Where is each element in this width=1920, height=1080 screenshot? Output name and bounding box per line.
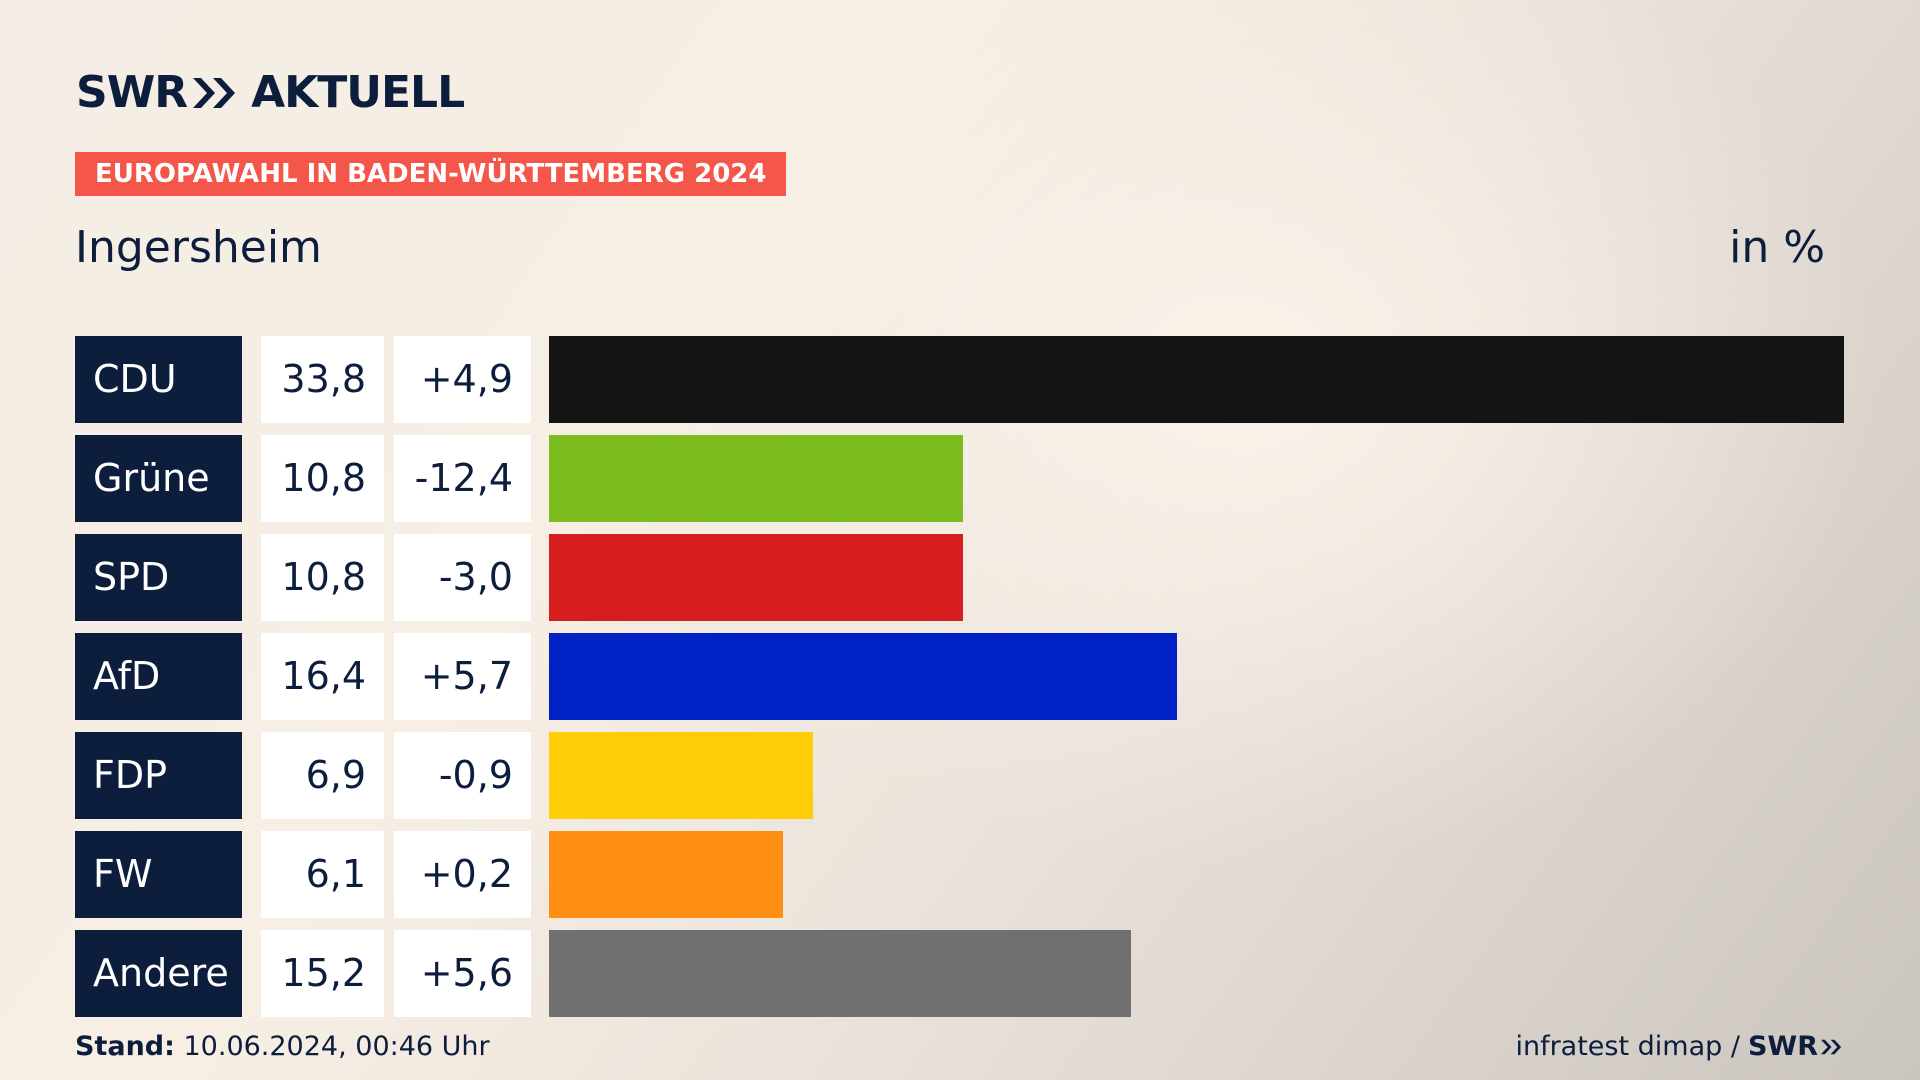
result-bar [549, 732, 813, 819]
election-banner: EUROPAWAHL IN BADEN-WÜRTTEMBERG 2024 [75, 152, 787, 196]
result-bar [549, 435, 963, 522]
source-text: infratest dimap / [1515, 1031, 1740, 1062]
vote-share-value: 16,4 [261, 633, 384, 720]
party-label: CDU [75, 336, 242, 423]
stand-label: Stand: [75, 1031, 175, 1062]
result-bar [549, 831, 783, 918]
result-bar [549, 633, 1177, 720]
logo-swr-text: SWR [76, 67, 188, 118]
vote-share-value: 6,1 [261, 831, 384, 918]
vote-share-value: 10,8 [261, 435, 384, 522]
party-label: FDP [75, 732, 242, 819]
party-label: AfD [75, 633, 242, 720]
party-label: Andere [75, 930, 242, 1017]
result-bar [549, 336, 1844, 423]
vote-change-value: -12,4 [394, 435, 531, 522]
source-brand: SWR [1747, 1031, 1818, 1062]
vote-share-value: 33,8 [261, 336, 384, 423]
double-chevron-icon [193, 78, 236, 108]
result-bar [549, 534, 963, 621]
vote-change-value: -0,9 [394, 732, 531, 819]
vote-change-value: -3,0 [394, 534, 531, 621]
party-label: SPD [75, 534, 242, 621]
stand-value: 10.06.2024, 00:46 Uhr [174, 1031, 490, 1062]
vote-share-value: 10,8 [261, 534, 384, 621]
region-title: Ingersheim [75, 222, 322, 273]
vote-change-value: +5,7 [394, 633, 531, 720]
party-label: FW [75, 831, 242, 918]
party-label: Grüne [75, 435, 242, 522]
result-bar [549, 930, 1131, 1017]
vote-share-value: 6,9 [261, 732, 384, 819]
vote-share-value: 15,2 [261, 930, 384, 1017]
unit-label: in % [1729, 222, 1825, 273]
vote-change-value: +5,6 [394, 930, 531, 1017]
vote-change-value: +4,9 [394, 336, 531, 423]
double-chevron-icon [1820, 1039, 1842, 1055]
vote-change-value: +0,2 [394, 831, 531, 918]
logo-aktuell-text: AKTUELL [251, 67, 465, 118]
timestamp: Stand: 10.06.2024, 00:46 Uhr [75, 1030, 490, 1064]
swr-aktuell-logo: SWR AKTUELL [76, 67, 465, 118]
source-credit: infratest dimap / SWR [1515, 1030, 1844, 1064]
